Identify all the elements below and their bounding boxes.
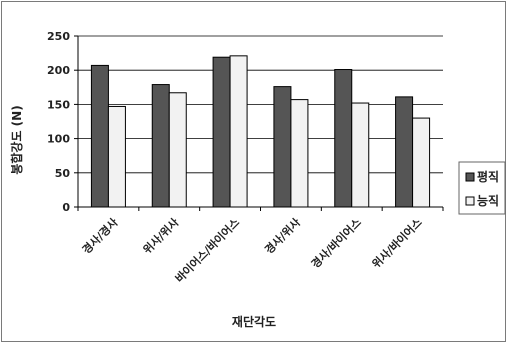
bars (90, 55, 431, 208)
y-tick-label: 200 (47, 64, 70, 77)
x-category-label: 경사/위사 (262, 215, 304, 257)
x-category-label: 위사/위사 (140, 215, 182, 257)
y-tick-label: 0 (62, 201, 70, 214)
legend-swatch-pyeongjik (465, 172, 475, 182)
x-axis-label: 재단각도 (232, 314, 276, 329)
x-category-label: 위사/바이어스 (369, 215, 425, 271)
bar-neungjik (107, 105, 126, 208)
x-category-label: 바이어스/바이어스 (172, 215, 242, 285)
y-tick-label: 250 (47, 30, 70, 43)
x-category-label: 경사/경사 (79, 215, 121, 257)
gridlines (78, 35, 443, 174)
bar-neungjik (290, 99, 309, 208)
bar-neungjik (229, 55, 248, 208)
bar-pyeongjik (212, 56, 231, 208)
bar-neungjik (412, 117, 431, 208)
y-axis-label: 봉합강도 (N) (9, 105, 24, 174)
legend-label-neungjik: 능직 (477, 193, 499, 208)
axes (74, 35, 444, 211)
y-tick-labels: 0 50 100 150 200 250 (47, 30, 70, 214)
legend-swatch-neungjik (465, 196, 475, 206)
y-tick-label: 50 (55, 167, 71, 180)
bar-pyeongjik (151, 84, 170, 208)
bar-neungjik (168, 92, 187, 208)
legend: 평직 능직 (458, 161, 506, 215)
bar-neungjik (351, 102, 370, 208)
bar-pyeongjik (90, 64, 109, 208)
bar-pyeongjik (273, 86, 292, 208)
bar-pyeongjik (395, 96, 414, 208)
x-category-label: 경사/바이어스 (308, 215, 364, 271)
y-tick-label: 150 (47, 98, 70, 111)
bar-pyeongjik (334, 69, 353, 208)
y-tick-label: 100 (47, 133, 70, 146)
legend-label-pyeongjik: 평직 (477, 169, 499, 184)
